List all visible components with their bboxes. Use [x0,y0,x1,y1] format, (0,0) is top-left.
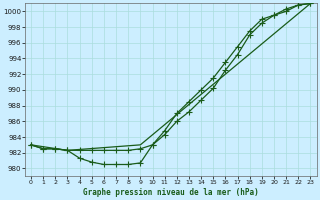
X-axis label: Graphe pression niveau de la mer (hPa): Graphe pression niveau de la mer (hPa) [83,188,259,197]
